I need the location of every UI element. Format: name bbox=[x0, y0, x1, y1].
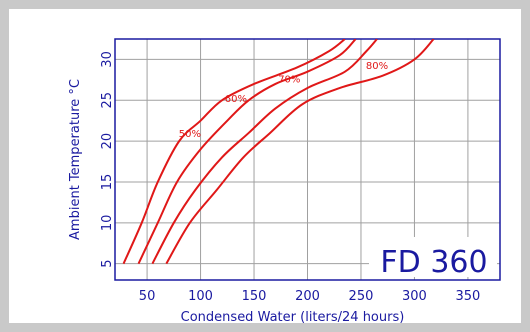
y-axis-title: Ambient Temperature °C bbox=[68, 79, 83, 240]
series-label: 50% bbox=[179, 129, 201, 140]
series-line-80pct bbox=[165, 39, 435, 265]
x-tick-label: 350 bbox=[456, 289, 481, 304]
y-tick-label: 15 bbox=[100, 174, 115, 191]
y-tick-label: 25 bbox=[100, 92, 115, 109]
x-tick-label: 150 bbox=[242, 289, 267, 304]
plot-border bbox=[114, 38, 501, 281]
y-tick-label: 10 bbox=[100, 215, 115, 232]
humidity-chart: 50% 60% 70% 80% 50 100 150 200 250 300 350 5 10 15 20 2… bbox=[68, 38, 501, 323]
chart-frame: 50% 60% 70% 80% 50 100 150 200 250 300 350 5 10 15 20 2… bbox=[9, 9, 521, 323]
y-tick-label: 30 bbox=[100, 51, 115, 68]
series-label: 80% bbox=[366, 61, 388, 72]
x-tick-label: 100 bbox=[188, 289, 213, 304]
x-tick-label: 200 bbox=[295, 289, 320, 304]
x-tick-label: 50 bbox=[139, 289, 156, 304]
series-line-70pct bbox=[151, 39, 378, 265]
y-tick-label: 5 bbox=[100, 260, 115, 268]
x-tick-label: 250 bbox=[349, 289, 374, 304]
series-label: 70% bbox=[278, 74, 300, 85]
series-line-60pct bbox=[137, 39, 357, 265]
x-axis-title: Condensed Water (liters/24 hours) bbox=[181, 310, 405, 323]
x-tick-label: 300 bbox=[402, 289, 427, 304]
series-label: 60% bbox=[225, 94, 247, 105]
model-label: FD 360 bbox=[380, 245, 487, 280]
y-tick-label: 20 bbox=[100, 133, 115, 150]
model-label-bg bbox=[369, 237, 497, 277]
series-line-50pct bbox=[122, 39, 346, 265]
